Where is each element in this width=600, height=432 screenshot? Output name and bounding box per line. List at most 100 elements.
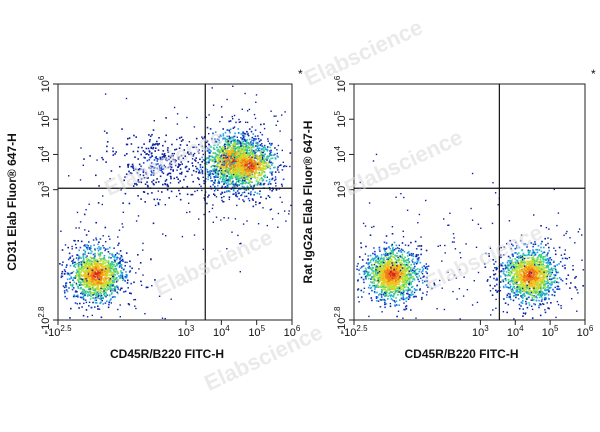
data-point (218, 181, 219, 182)
data-point (250, 173, 252, 175)
data-point (129, 137, 131, 139)
data-point (246, 178, 248, 180)
data-point (427, 268, 429, 270)
data-point (267, 225, 268, 226)
data-point (69, 253, 71, 255)
data-point (277, 169, 278, 170)
data-point (109, 274, 111, 276)
data-point (256, 142, 258, 144)
data-point (73, 271, 75, 273)
data-point (101, 291, 103, 293)
data-point (84, 266, 86, 268)
data-point (269, 189, 270, 190)
data-point (91, 275, 93, 277)
data-point (259, 179, 261, 181)
data-point (247, 169, 249, 171)
data-point (65, 285, 67, 287)
data-point (189, 141, 190, 142)
data-point (81, 306, 83, 308)
data-point (66, 298, 68, 300)
data-point (263, 147, 265, 149)
data-point (73, 287, 75, 289)
y-tick-label: 104 (37, 146, 52, 163)
data-point (246, 170, 248, 172)
data-point (142, 249, 143, 250)
data-point (242, 181, 244, 183)
data-point (103, 235, 104, 236)
data-point (133, 282, 135, 284)
data-point (209, 155, 211, 157)
data-point (140, 166, 142, 168)
data-point (100, 238, 102, 240)
data-point (86, 280, 87, 281)
data-point (384, 299, 386, 301)
data-point (237, 139, 238, 140)
data-point (256, 166, 258, 168)
data-point (249, 150, 251, 152)
data-point (165, 117, 167, 119)
data-point (159, 296, 160, 297)
data-point (186, 212, 187, 213)
data-point (100, 285, 102, 287)
data-point (236, 171, 238, 173)
data-point (150, 147, 152, 149)
data-point (217, 185, 219, 187)
data-point (64, 292, 66, 294)
data-points (356, 154, 584, 320)
data-point (417, 273, 419, 275)
data-point (158, 202, 160, 204)
data-point (105, 283, 107, 285)
data-point (198, 169, 200, 171)
data-point (277, 153, 278, 154)
data-point (278, 172, 279, 173)
data-point (228, 217, 229, 218)
data-point (225, 148, 226, 149)
data-point (172, 153, 174, 155)
data-point (244, 93, 245, 94)
data-point (98, 279, 99, 280)
data-point (179, 180, 181, 182)
data-point (91, 288, 93, 290)
data-point (258, 223, 259, 224)
data-point (405, 281, 407, 283)
data-point (239, 160, 241, 162)
data-point (135, 272, 136, 273)
data-point (182, 139, 184, 141)
data-point (401, 287, 403, 289)
data-point (187, 151, 189, 153)
data-point (69, 282, 70, 283)
data-point (230, 142, 232, 144)
data-point (180, 199, 182, 201)
data-point (105, 227, 107, 229)
data-point (98, 272, 100, 274)
data-point (113, 270, 115, 272)
data-point (101, 252, 103, 254)
data-point (412, 276, 414, 278)
data-point (71, 277, 73, 279)
data-point (124, 265, 126, 267)
data-point (148, 134, 150, 136)
data-point (223, 157, 224, 158)
data-point (72, 289, 74, 291)
data-point (255, 102, 256, 103)
data-point (241, 167, 243, 169)
data-point (73, 240, 74, 241)
data-point (170, 173, 172, 175)
data-point (83, 295, 85, 297)
data-point (111, 273, 113, 275)
data-point (211, 138, 212, 139)
data-point (168, 186, 170, 188)
data-point (199, 170, 200, 171)
data-point (232, 163, 234, 165)
data-point (255, 136, 257, 138)
data-point (108, 307, 110, 309)
data-point (207, 150, 209, 152)
data-point (95, 263, 97, 265)
data-point (240, 176, 242, 178)
data-point (78, 307, 80, 309)
data-point (404, 298, 406, 300)
data-point (213, 105, 214, 106)
data-point (201, 190, 202, 191)
data-point (78, 274, 80, 276)
data-point (107, 248, 109, 250)
